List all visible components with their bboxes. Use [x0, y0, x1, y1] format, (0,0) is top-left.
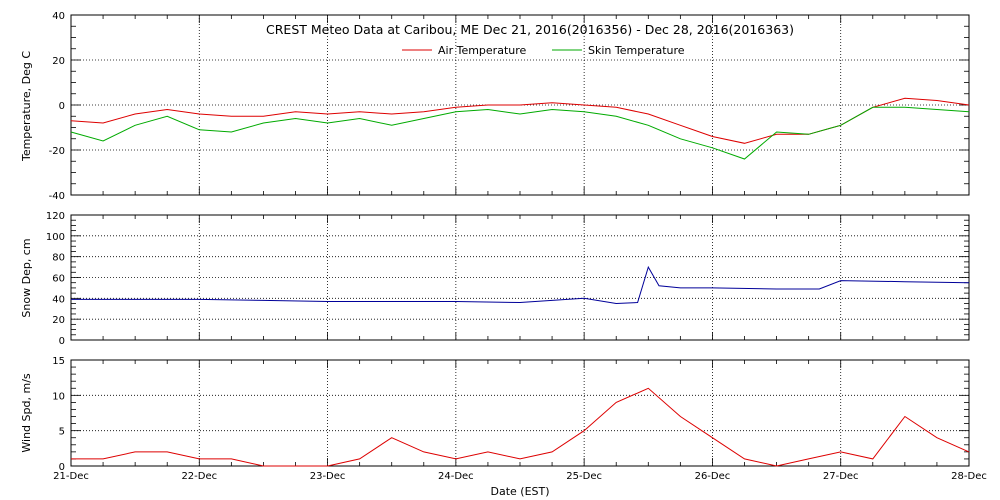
x-tick-label: 26-Dec [695, 471, 731, 482]
y-tick-label: 15 [52, 356, 65, 367]
y-axis-title: Snow Dep, cm [20, 238, 33, 317]
y-tick-label: 0 [59, 462, 65, 473]
y-tick-label: -40 [49, 191, 65, 202]
series-line-0-1 [70, 106, 970, 160]
y-tick-label: 20 [52, 315, 65, 326]
x-tick-label: 27-Dec [823, 471, 859, 482]
x-tick-label: 25-Dec [566, 471, 602, 482]
legend-label-skin-temperature: Skin Temperature [588, 44, 685, 57]
y-tick-label: 0 [59, 336, 65, 347]
temperature-panel: 40 20 0 -20 -40 Temperature, Deg C [20, 11, 970, 202]
y-tick-label: 5 [59, 427, 65, 438]
y-tick-label: 40 [52, 294, 65, 305]
x-tick-label: 24-Dec [438, 471, 474, 482]
y-tick-label: 100 [46, 232, 65, 243]
wind-speed-panel: 15 10 5 0 Wind Spd, m/s [20, 356, 970, 473]
snow-depth-panel: 120 100 80 60 40 20 0 Snow Dep, cm [20, 211, 970, 347]
chart-title: CREST Meteo Data at Caribou, ME Dec 21, … [266, 22, 794, 37]
plot-frame [70, 359, 970, 467]
series-line-0-0 [70, 97, 970, 144]
x-tick-label: 28-Dec [951, 471, 987, 482]
y-tick-label: 80 [52, 253, 65, 264]
x-tick-label: 23-Dec [310, 471, 346, 482]
x-axis-tick-labels: 21-Dec 22-Dec 23-Dec 24-Dec 25-Dec 26-Dec 27-D… [53, 471, 987, 482]
series-line-1-0 [71, 265, 970, 305]
y-tick-label: 0 [59, 101, 65, 112]
legend-label-air-temperature: Air Temperature [438, 44, 527, 57]
series-line-2-0 [71, 387, 970, 467]
y-axis-title: Wind Spd, m/s [20, 373, 33, 453]
y-tick-label: 20 [52, 56, 65, 67]
y-tick-label: -20 [49, 146, 65, 157]
x-tick-label: 21-Dec [53, 471, 89, 482]
y-tick-label: 10 [52, 391, 65, 402]
y-tick-label: 120 [46, 211, 65, 222]
y-tick-label: 60 [52, 274, 65, 285]
legend: Air Temperature Skin Temperature [402, 44, 685, 57]
y-tick-label: 40 [52, 11, 65, 22]
x-tick-label: 22-Dec [181, 471, 217, 482]
plot-frame [70, 214, 970, 341]
x-axis-title: Date (EST) [490, 485, 549, 498]
y-axis-title: Temperature, Deg C [20, 51, 33, 162]
